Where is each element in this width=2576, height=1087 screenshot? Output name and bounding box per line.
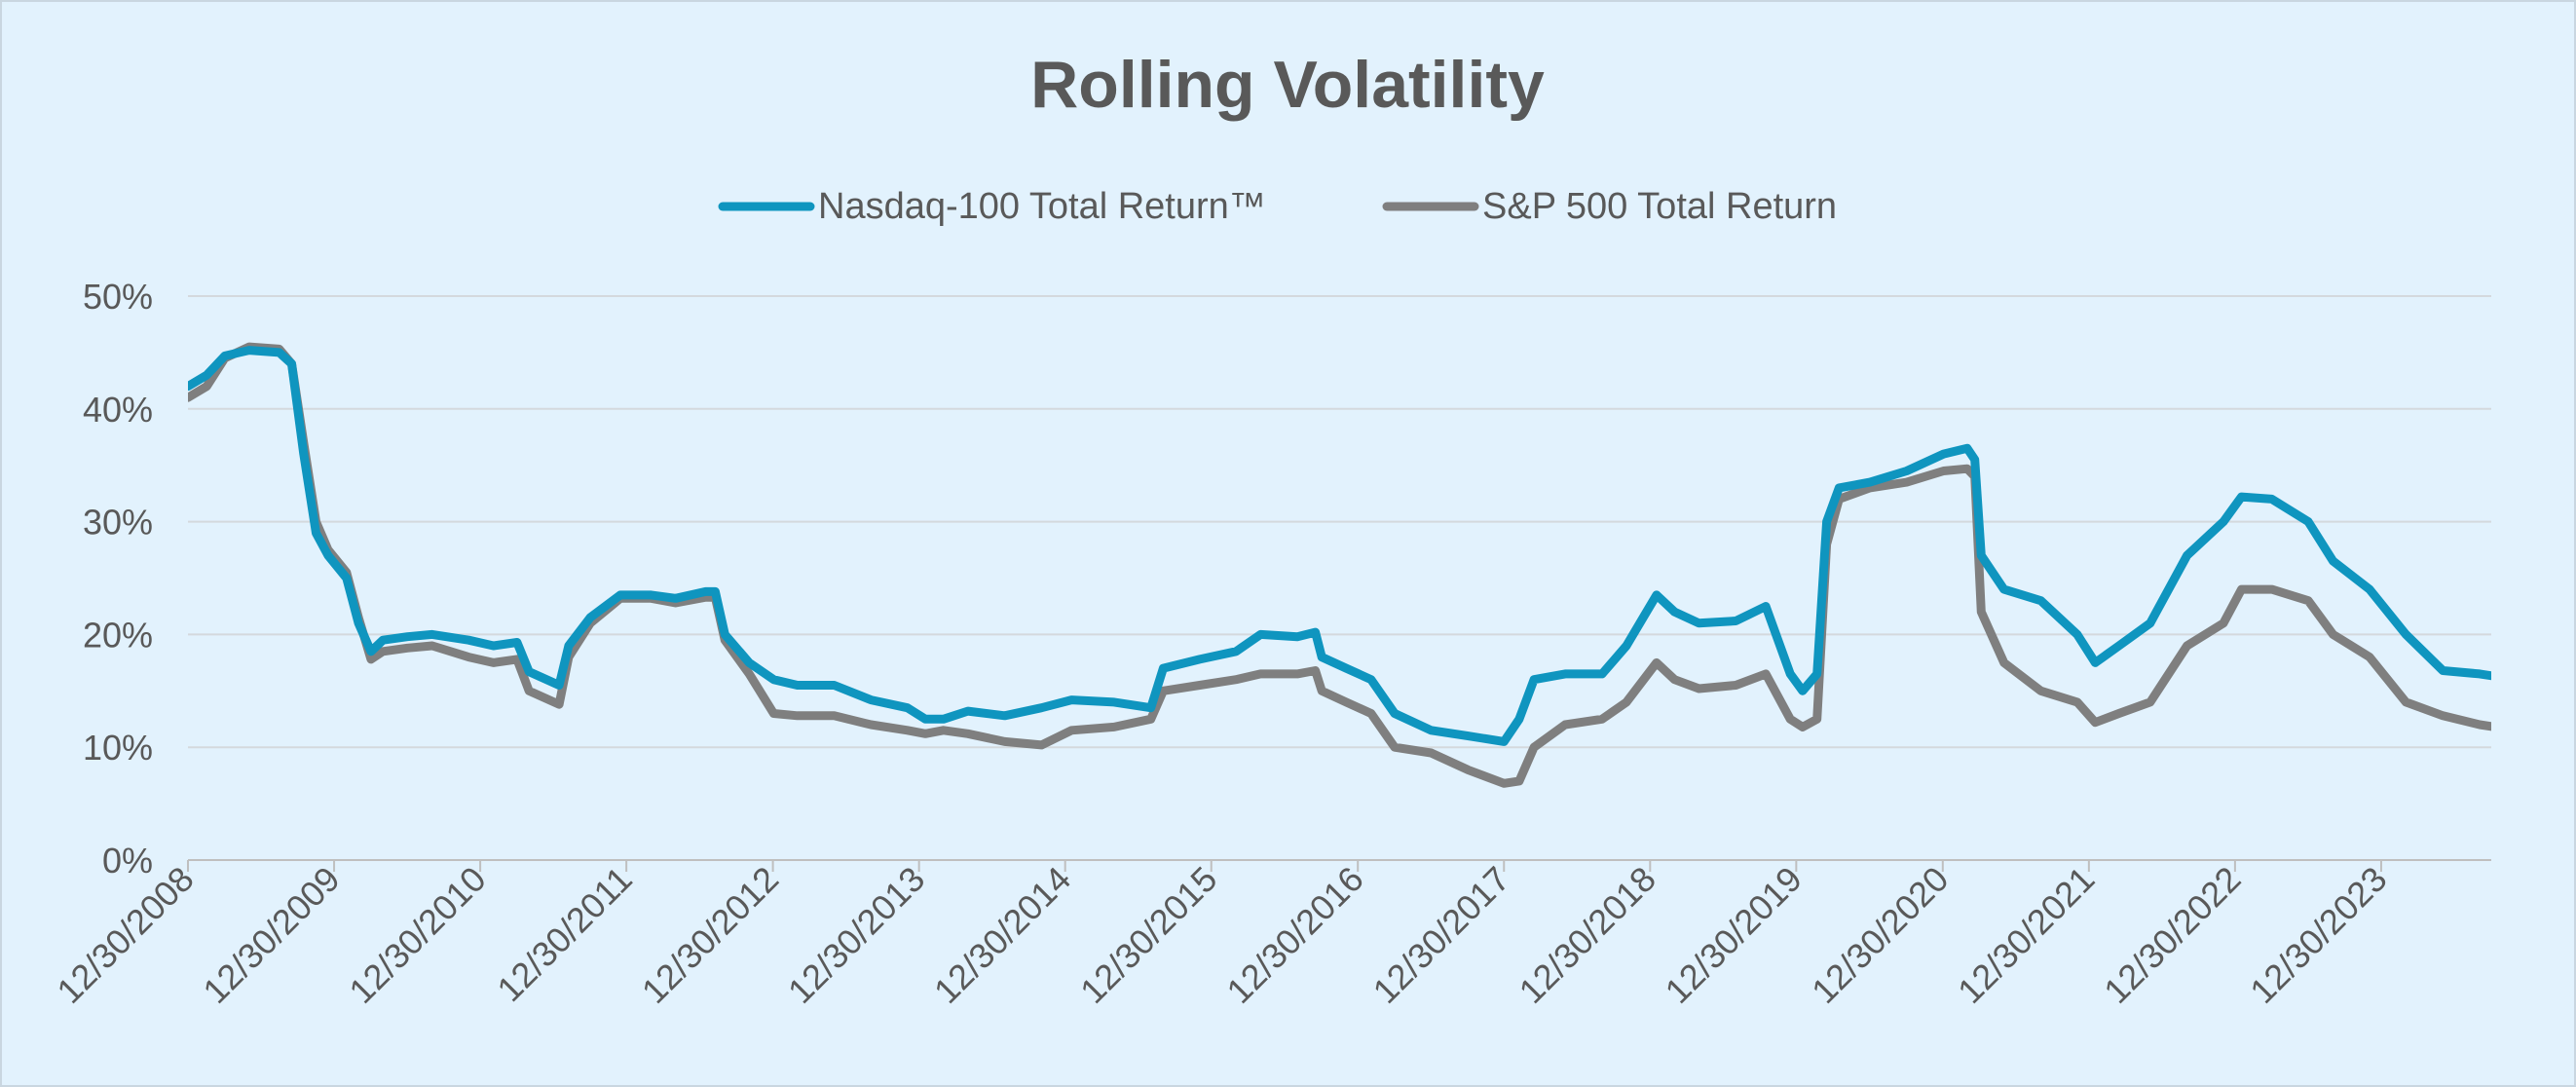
y-tick-label: 30% xyxy=(83,503,153,543)
legend-item-nasdaq[interactable]: Nasdaq-100 Total Return™ xyxy=(718,186,1266,227)
y-axis-ticks: 0% 10% 20% 30% 40% 50% xyxy=(83,277,153,881)
x-tick-label: 12/30/2008 xyxy=(49,859,201,1011)
y-tick-label: 40% xyxy=(83,390,153,430)
legend-label-nasdaq: Nasdaq-100 Total Return™ xyxy=(818,186,1266,227)
series-line-sp500 xyxy=(188,342,2491,788)
x-tick-label: 12/30/2021 xyxy=(1950,859,2102,1011)
x-tick-label: 12/30/2011 xyxy=(489,859,640,1010)
x-tick-label: 12/30/2019 xyxy=(1658,859,1810,1011)
x-tick-label: 12/30/2017 xyxy=(1365,859,1517,1011)
y-tick-label: 0% xyxy=(102,841,153,881)
y-tick-label: 10% xyxy=(83,728,153,768)
x-tick-label: 12/30/2014 xyxy=(926,859,1078,1011)
x-tick-label: 12/30/2009 xyxy=(195,859,347,1011)
legend: Nasdaq-100 Total Return™ S&P 500 Total R… xyxy=(718,186,1837,227)
legend-item-sp500[interactable]: S&P 500 Total Return xyxy=(1382,186,1837,227)
x-tick-label: 12/30/2016 xyxy=(1218,859,1370,1011)
x-tick-label: 12/30/2018 xyxy=(1512,859,1663,1011)
x-tick-label: 12/30/2010 xyxy=(341,859,493,1011)
y-tick-label: 50% xyxy=(83,277,153,317)
x-tick-label: 12/30/2020 xyxy=(1804,859,1956,1011)
x-tick-label: 12/30/2012 xyxy=(634,859,786,1011)
x-tick-label: 12/30/2015 xyxy=(1072,859,1224,1011)
series-line-nasdaq xyxy=(188,346,2491,746)
x-tick-label: 12/30/2022 xyxy=(2096,859,2248,1011)
y-tick-label: 20% xyxy=(83,615,153,655)
legend-label-sp500: S&P 500 Total Return xyxy=(1482,186,1837,227)
chart-title: Rolling Volatility xyxy=(1030,48,1545,122)
x-tick-label: 12/30/2023 xyxy=(2242,859,2394,1011)
gridlines xyxy=(188,295,2491,749)
x-axis: 12/30/200812/30/200912/30/201012/30/2011… xyxy=(49,859,2491,1011)
series-lines xyxy=(188,342,2491,788)
x-tick-label: 12/30/2013 xyxy=(780,859,932,1011)
